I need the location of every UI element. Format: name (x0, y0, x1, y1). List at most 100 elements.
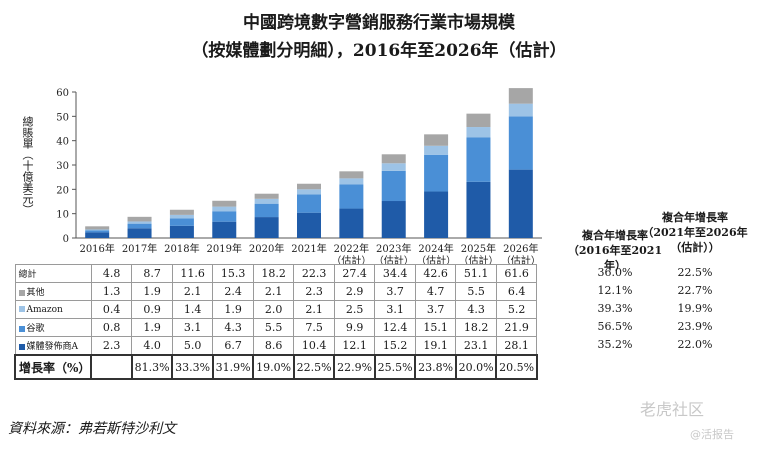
x-tick-label: 2024年（估計） (416, 242, 456, 264)
table-cell: 42.6 (414, 264, 457, 283)
table-cell: 9.9 (333, 318, 376, 337)
table-cell: 2.5 (333, 300, 376, 319)
growth-cell: 22.5% (292, 354, 336, 380)
bar-segment-google (297, 194, 321, 213)
bar-segment-others (339, 171, 364, 179)
x-tick-label: 2023年（估計） (374, 242, 414, 264)
stacked-bar-chart: 0 10 20 30 40 50 60 2016年 2017年 2018年 2019年 2020年 20… (56, 88, 542, 264)
table-cell: 23.1 (455, 336, 497, 356)
table-cell: 5.0 (171, 336, 214, 356)
table-cell: 4.3 (212, 318, 254, 337)
bar-segment-amazon (212, 206, 237, 212)
y-tick-label: 30 (56, 161, 69, 172)
row-label: 總計 (14, 264, 92, 283)
table-cell: 5.2 (495, 300, 538, 319)
table-cell: 2.0 (252, 300, 295, 319)
bar-segment-google (254, 203, 279, 218)
table-cell: 5.5 (252, 318, 295, 337)
bar-segment-amazon (297, 189, 321, 195)
table-cell: 6.7 (212, 336, 254, 356)
cagr-2016-2021-value: 56.5% (597, 320, 633, 333)
y-axis-label: 總賬單（十億美元） (21, 115, 34, 215)
bar-segment-media (297, 212, 321, 238)
growth-cell: 31.9% (211, 354, 255, 380)
bar-segment-media (254, 217, 279, 238)
bar-segment-google (339, 184, 364, 209)
table-cell: 2.1 (293, 300, 335, 319)
bar-segment-media (127, 228, 152, 238)
legend-label: 谷歌 (26, 324, 45, 334)
source-note: 資料來源：弗若斯特沙利文 (8, 421, 176, 437)
table-cell: 15.3 (212, 264, 254, 283)
growth-row: 增長率（%） 81.3% 33.3% 31.9% 19.0% 22.5% 22.9% 25.5… (13, 354, 538, 380)
bar-segment-others (466, 113, 491, 128)
cagr-2016-2021-value: 39.3% (597, 302, 633, 315)
x-tick-label: 2022年（估計） (331, 242, 371, 264)
table-cell: 1.3 (90, 282, 133, 301)
table-row: 其他 1.3 1.9 2.1 2.4 2.1 2.3 2.9 3.7 4.7 5.5 6.4 (14, 282, 538, 301)
y-tick-label: 60 (56, 88, 69, 99)
table-cell: 19.1 (414, 336, 457, 356)
table-cell: 2.9 (333, 282, 376, 301)
table-cell: 34.4 (374, 264, 416, 283)
table-cell: 3.1 (171, 318, 214, 337)
legend-label: 媒體發佈商A (26, 342, 79, 352)
y-tick-label: 40 (56, 137, 69, 148)
table-cell: 0.4 (90, 300, 133, 319)
x-tick-label: 2026年（估計） (501, 242, 541, 264)
bar-segment-google (424, 154, 449, 192)
bar-segment-media (169, 225, 194, 238)
bar-segment-amazon (339, 178, 364, 185)
bar-segment-others (85, 226, 110, 230)
cagr-2021-2026-value: 23.9% (677, 320, 713, 333)
cagr-2021-2026-value: 19.9% (677, 302, 713, 315)
y-tick-label: 20 (56, 185, 69, 196)
table-cell: 28.1 (495, 336, 538, 356)
table-cell: 1.9 (212, 300, 254, 319)
row-label: 其他 (14, 282, 92, 301)
bar-segment-amazon (127, 221, 152, 224)
table-cell: 4.7 (414, 282, 457, 301)
watermark: 老虎社区 (640, 400, 705, 419)
table-cell: 51.1 (455, 264, 497, 283)
table-cell: 5.5 (455, 282, 497, 301)
x-tick-label: 2019年 (207, 242, 242, 255)
legend-swatch (18, 289, 25, 296)
cagr-2021-2026-value: 22.7% (677, 284, 713, 297)
table-cell: 1.9 (131, 318, 173, 337)
table-row: 總計 4.8 8.7 11.6 15.3 18.2 22.3 27.4 34.4 42.6 51.1… (14, 264, 538, 283)
y-tick-label: 0 (63, 234, 69, 245)
cagr-2021-2026-value: 22.5% (677, 266, 713, 279)
bar-segment-amazon (169, 214, 194, 219)
bar-segment-others (297, 183, 321, 190)
bar-segment-amazon (424, 145, 449, 155)
legend-label: 其他 (26, 288, 45, 298)
table-row: 谷歌 0.8 1.9 3.1 4.3 5.5 7.5 9.9 12.4 15.1 18.2 21.9 (14, 318, 538, 337)
table-cell: 15.2 (374, 336, 416, 356)
y-tick-label: 50 (56, 112, 69, 123)
table-cell: 18.2 (252, 264, 295, 283)
bar-segment-google (381, 170, 406, 202)
cagr-2016-2021-value: 36.0% (597, 266, 633, 279)
x-tick-label: 2017年 (122, 242, 157, 255)
table-cell: 4.8 (90, 264, 133, 283)
data-table: 總計 4.8 8.7 11.6 15.3 18.2 22.3 27.4 34.4 42.6 51.1… (13, 264, 538, 380)
table-cell: 2.3 (90, 336, 133, 356)
legend-swatch (18, 325, 25, 332)
bar-segment-others (169, 209, 194, 215)
table-cell: 3.7 (414, 300, 457, 319)
growth-cell: 23.8% (414, 354, 457, 380)
table-cell: 2.4 (212, 282, 254, 301)
bar-segment-amazon (508, 103, 533, 117)
legend-label: 總計 (18, 270, 37, 280)
bar-segment-google (508, 116, 533, 170)
growth-cell: 81.3% (130, 354, 174, 380)
bar-segment-media (466, 181, 491, 238)
cagr-2016-2021-value: 35.2% (597, 338, 633, 351)
table-cell: 2.1 (252, 282, 295, 301)
bar-segment-amazon (466, 127, 491, 138)
row-label: Amazon (14, 300, 92, 319)
legend-label: Amazon (26, 304, 63, 315)
legend-swatch (18, 343, 25, 350)
table-cell: 8.7 (131, 264, 173, 283)
